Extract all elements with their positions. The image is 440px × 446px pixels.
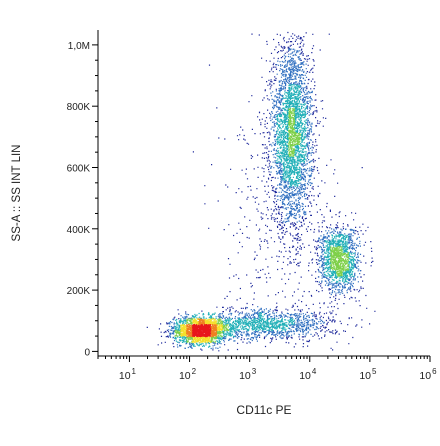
event-dots [146,31,376,352]
event-dots-density-level-2 [174,84,356,348]
y-axis-label: SS-A :: SS INT LIN [11,145,23,242]
x-ticks: 101 102 103 104 105 106 [97,356,437,382]
y-ticks: 0 200K 400K 600K 800K 1,0M [67,41,98,358]
y-tick-label: 200K [67,286,91,297]
y-tick-label: 1,0M [68,41,90,52]
x-tick-label: 103 [239,367,257,382]
x-tick-label: 105 [359,367,377,382]
y-tick-label: 600K [67,163,91,174]
y-tick-label: 0 [84,347,90,358]
x-tick-label: 106 [419,367,437,382]
x-axis-label: CD11c PE [236,403,291,417]
y-tick-label: 400K [67,225,91,236]
x-tick-label: 104 [299,367,317,382]
event-dots-density-level-0 [146,31,376,352]
x-tick-label: 101 [119,367,137,382]
event-dots-density-level-1 [168,48,362,350]
x-tick-label: 102 [179,367,197,382]
y-tick-label: 800K [67,102,91,113]
event-dots-density-level-3 [174,108,350,344]
event-dots-density-level-6 [192,324,212,338]
